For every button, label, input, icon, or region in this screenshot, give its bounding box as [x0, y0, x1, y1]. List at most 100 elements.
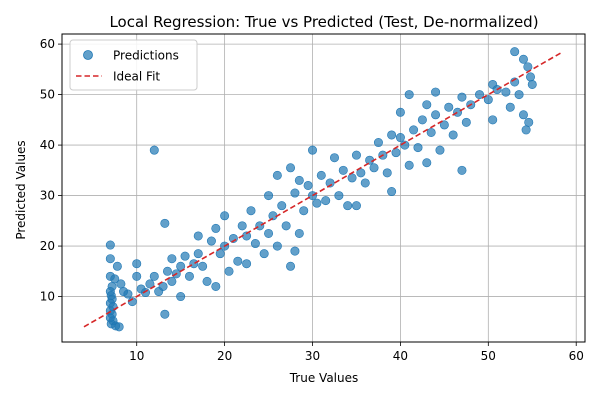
scatter-point: [417, 115, 427, 125]
scatter-point: [220, 211, 230, 221]
scatter-point: [395, 133, 405, 143]
scatter-point: [149, 145, 159, 155]
scatter-point: [448, 130, 458, 140]
scatter-point: [321, 196, 331, 206]
scatter-point: [351, 150, 361, 160]
legend-label-ideal-fit: Ideal Fit: [113, 70, 160, 84]
scatter-point: [145, 279, 155, 289]
scatter-point: [272, 170, 282, 180]
scatter-point: [286, 261, 296, 271]
plot-frame: [61, 33, 586, 343]
scatter-point: [444, 102, 454, 112]
scatter-point: [105, 240, 115, 250]
scatter-point: [395, 107, 405, 117]
y-tick-label: 40: [40, 138, 55, 152]
y-tick-label: 10: [40, 290, 55, 304]
scatter-point: [211, 281, 221, 291]
scatter-point: [387, 130, 397, 140]
scatter-point: [132, 259, 142, 269]
scatter-point: [286, 163, 296, 173]
scatter-point: [338, 165, 348, 175]
scatter-point: [202, 276, 212, 286]
scatter-point: [475, 90, 485, 100]
scatter-point: [233, 256, 243, 266]
y-axis-ticks: 10 20 30 40 50 60: [40, 37, 62, 304]
scatter-point: [369, 163, 379, 173]
scatter-point: [382, 168, 392, 178]
scatter-point: [294, 228, 304, 238]
scatter-point: [501, 87, 511, 97]
scatter-point: [294, 175, 304, 185]
scatter-point: [404, 90, 414, 100]
scatter-point: [123, 289, 133, 299]
y-tick-label: 20: [40, 239, 55, 253]
scatter-point: [488, 115, 498, 125]
scatter-point: [160, 218, 170, 228]
x-tick-label: 20: [217, 349, 232, 363]
x-tick-label: 50: [481, 349, 496, 363]
x-tick-label: 30: [305, 349, 320, 363]
scatter-point: [281, 221, 291, 231]
scatter-point: [237, 221, 247, 231]
scatter-point: [193, 249, 203, 259]
scatter-point: [521, 125, 531, 135]
scatter-point: [343, 201, 353, 211]
scatter-point: [114, 322, 124, 332]
scatter-point: [422, 158, 432, 168]
scatter-point: [299, 206, 309, 216]
x-tick-label: 60: [569, 349, 584, 363]
scatter-point: [160, 309, 170, 319]
scatter-point: [435, 145, 445, 155]
scatter-point: [505, 102, 515, 112]
x-axis-title: True Values: [289, 371, 359, 385]
legend-marker-predictions: [83, 50, 93, 60]
scatter-point: [105, 254, 115, 264]
scatter-point: [167, 254, 177, 264]
scatter-point: [524, 117, 534, 127]
scatter-point: [523, 62, 533, 72]
scatter-point: [272, 241, 282, 251]
scatter-point: [250, 239, 260, 249]
scatter-point: [149, 271, 159, 281]
scatter-point: [264, 228, 274, 238]
scatter-point: [439, 120, 449, 130]
scatter-point: [162, 266, 172, 276]
scatter-point: [316, 170, 326, 180]
scatter-point: [116, 279, 126, 289]
scatter-point: [457, 165, 467, 175]
legend-label-predictions: Predictions: [113, 49, 179, 63]
scatter-point: [404, 160, 414, 170]
scatter-point: [110, 274, 120, 284]
scatter-point: [422, 100, 432, 110]
scatter-point: [409, 125, 419, 135]
scatter-point: [198, 261, 208, 271]
scatter-point: [431, 110, 441, 120]
scatter-point: [184, 271, 194, 281]
scatter-point: [527, 79, 537, 89]
chart-title: Local Regression: True vs Predicted (Tes…: [109, 13, 538, 31]
scatter-point: [303, 180, 313, 190]
scatter-point: [413, 143, 423, 153]
scatter-point: [391, 148, 401, 158]
scatter-point: [312, 198, 322, 208]
scatter-point: [290, 188, 300, 198]
legend: Predictions Ideal Fit: [69, 39, 198, 91]
scatter-point: [387, 187, 397, 197]
scatter-point: [526, 72, 536, 82]
scatter-point: [246, 206, 256, 216]
scatter-point: [264, 191, 274, 201]
y-tick-label: 60: [40, 37, 55, 51]
ideal-fit-line-layer: [83, 50, 564, 328]
scatter-point: [308, 145, 318, 155]
x-tick-label: 10: [129, 349, 144, 363]
scatter-point: [347, 173, 357, 183]
scatter-point: [224, 266, 234, 276]
scatter-point: [518, 54, 528, 64]
y-axis-title: Predicted Values: [14, 140, 28, 239]
scatter-point: [453, 107, 463, 117]
scatter-point: [457, 92, 467, 102]
scatter-point: [242, 259, 252, 269]
scatter-point: [518, 110, 528, 120]
scatter-point: [514, 90, 524, 100]
scatter-point: [290, 246, 300, 256]
